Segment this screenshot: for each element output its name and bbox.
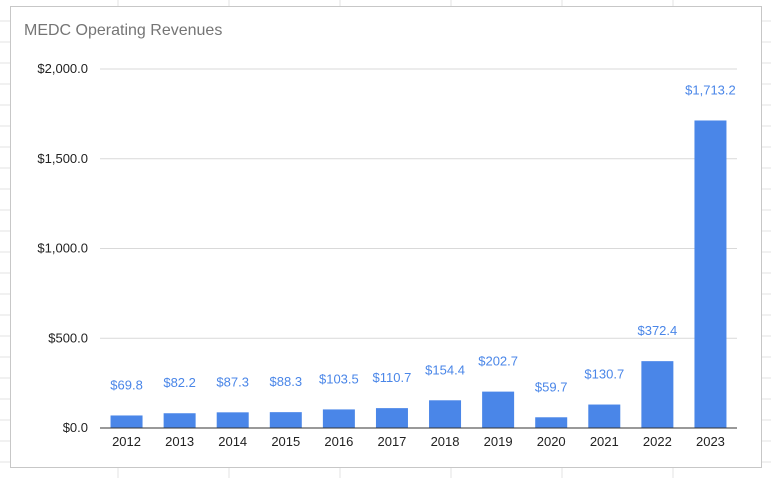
data-label-2018: $154.4 [425, 362, 465, 377]
bar-2014[interactable] [216, 412, 249, 428]
x-tick-label-2012: 2012 [112, 434, 141, 449]
data-label-2016: $103.5 [319, 371, 359, 386]
bar-2023[interactable] [694, 120, 727, 429]
bar-2013[interactable] [163, 413, 196, 428]
x-tick-label-2019: 2019 [484, 434, 513, 449]
bar-2020[interactable] [535, 417, 568, 428]
bar-2018[interactable] [429, 400, 462, 428]
data-label-2014: $87.3 [216, 374, 249, 389]
y-tick-label: $2,000.0 [37, 61, 88, 76]
y-tick-label: $500.0 [48, 330, 88, 345]
bar-2022[interactable] [641, 361, 674, 428]
x-tick-label-2016: 2016 [324, 434, 353, 449]
x-tick-label-2015: 2015 [271, 434, 300, 449]
x-tick-label-2023: 2023 [696, 434, 725, 449]
data-label-2013: $82.2 [163, 375, 196, 390]
data-label-2020: $59.7 [535, 379, 568, 394]
data-label-2019: $202.7 [478, 354, 518, 369]
bar-2012[interactable] [110, 415, 143, 428]
data-label-2022: $372.4 [637, 323, 677, 338]
data-label-2023: $1,713.2 [685, 82, 736, 97]
data-label-2017: $110.7 [373, 370, 412, 385]
bar-2015[interactable] [269, 412, 302, 428]
y-tick-label: $0.0 [63, 420, 88, 435]
bar-2017[interactable] [375, 408, 408, 428]
x-tick-label-2020: 2020 [537, 434, 566, 449]
bar-2021[interactable] [588, 404, 621, 428]
data-label-2021: $130.7 [584, 367, 624, 382]
x-tick-label-2013: 2013 [165, 434, 194, 449]
x-tick-label-2022: 2022 [643, 434, 672, 449]
x-tick-label-2014: 2014 [218, 434, 247, 449]
x-tick-label-2021: 2021 [590, 434, 619, 449]
data-label-2015: $88.3 [270, 374, 303, 389]
bar-2016[interactable] [322, 409, 355, 428]
chart-container[interactable] [10, 6, 762, 468]
bar-2019[interactable] [482, 391, 515, 428]
chart-title: MEDC Operating Revenues [24, 22, 223, 39]
data-label-2012: $69.8 [110, 377, 143, 392]
y-tick-label: $1,500.0 [37, 151, 88, 166]
y-tick-label: $1,000.0 [37, 241, 88, 256]
x-tick-label-2018: 2018 [431, 434, 460, 449]
x-tick-label-2017: 2017 [377, 434, 406, 449]
